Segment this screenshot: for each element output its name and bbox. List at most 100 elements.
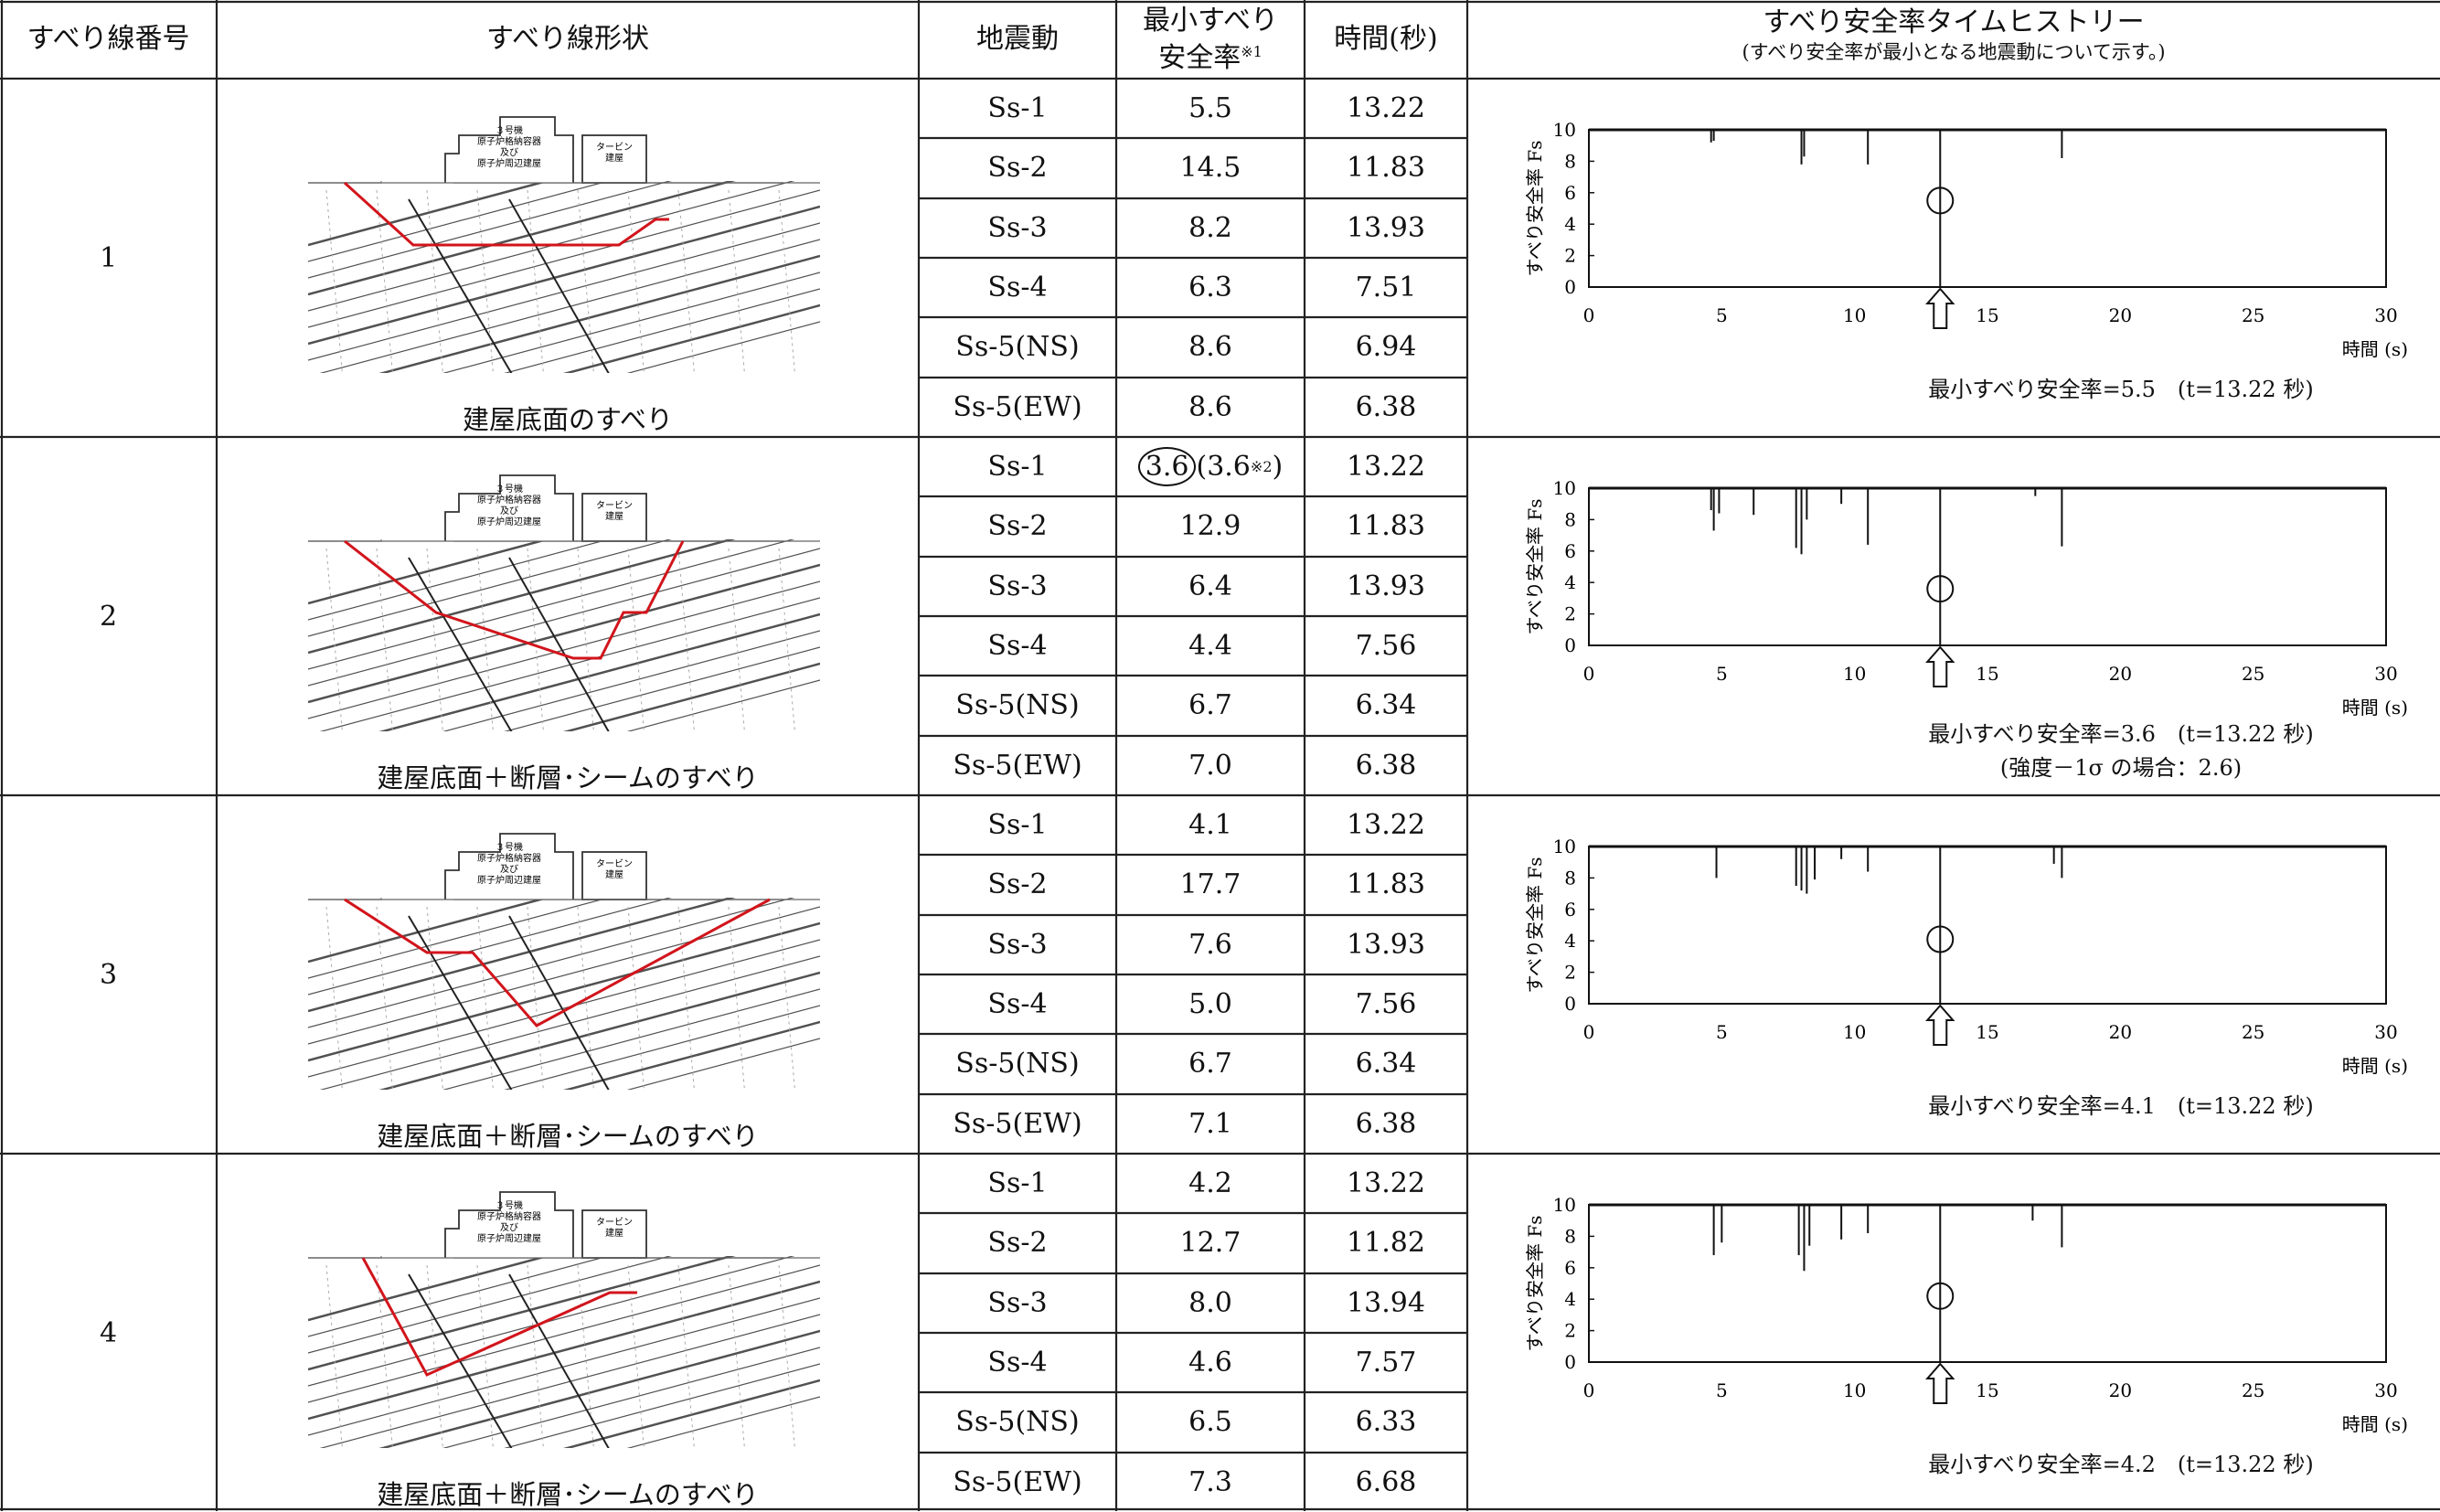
x-tick-label: 0	[1583, 663, 1595, 685]
min-safety-factor: 8.6	[1188, 331, 1232, 363]
ground-motion-name: Ss-1	[987, 92, 1048, 124]
min-safety-factor: 7.6	[1188, 929, 1232, 961]
ground-motion-name: Ss-3	[987, 1287, 1048, 1319]
ground-motion-name: Ss-2	[987, 510, 1048, 542]
minimum-marker	[1926, 1282, 1955, 1310]
y-tick-label: 4	[1564, 930, 1576, 952]
time-seconds: 13.93	[1347, 929, 1425, 961]
y-tick-label: 2	[1564, 603, 1576, 625]
x-tick-label: 5	[1716, 1379, 1728, 1401]
ground-motion-name: Ss-5(NS)	[955, 1048, 1080, 1080]
y-tick-label: 0	[1564, 993, 1576, 1015]
x-tick-label: 30	[2374, 1379, 2397, 1401]
y-tick-label: 6	[1564, 899, 1576, 921]
x-tick-label: 25	[2242, 1021, 2264, 1043]
slip-shape-caption: 建屋底面のすべり	[463, 404, 673, 435]
x-tick-label: 0	[1583, 1379, 1595, 1401]
x-tick-label: 5	[1716, 304, 1728, 326]
y-axis-label: すべり安全率 Fs	[1524, 857, 1546, 993]
time-seconds: 7.56	[1355, 630, 1417, 662]
time-seconds: 6.33	[1355, 1406, 1417, 1438]
header-min-sf-text: 安全率	[1158, 42, 1241, 74]
y-tick-label: 2	[1564, 245, 1576, 267]
x-axis-label: 時間 (s)	[2342, 338, 2408, 360]
header-time: 時間(秒)	[1334, 23, 1438, 55]
minimum-arrow	[1925, 1004, 1955, 1046]
min-safety-factor-result: 最小すべり安全率=4.1 (t=13.22 秒)	[1928, 1093, 2314, 1119]
x-tick-label: 30	[2374, 663, 2397, 685]
x-tick-label: 5	[1716, 663, 1728, 685]
ground-motion-name: Ss-2	[987, 1227, 1048, 1259]
y-tick-label: 10	[1553, 119, 1576, 141]
line-number: 1	[99, 241, 118, 274]
x-tick-label: 0	[1583, 1021, 1595, 1043]
reactor-building-label: ３号機	[495, 124, 523, 136]
reactor-building-label: 原子炉周辺建屋	[477, 1232, 541, 1244]
turbine-building-label: 建屋	[605, 1227, 623, 1239]
y-tick-label: 6	[1564, 540, 1576, 562]
min-safety-factor: 14.5	[1179, 152, 1241, 184]
y-tick-label: 6	[1564, 1257, 1576, 1279]
ground-motion-name: Ss-5(EW)	[953, 1108, 1082, 1140]
turbine-building-label: 建屋	[605, 510, 623, 522]
min-safety-factor: 6.7	[1188, 689, 1232, 721]
slip-shape-caption: 建屋底面＋断層･シームのすべり	[377, 1121, 759, 1152]
time-seconds: 6.38	[1355, 750, 1417, 782]
turbine-building-label: タービン	[596, 142, 633, 153]
turbine-building-label: タービン	[596, 1217, 633, 1228]
ground-motion-name: Ss-4	[987, 630, 1048, 662]
line-number: 4	[99, 1316, 118, 1349]
min-safety-factor-result: 最小すべり安全率=5.5 (t=13.22 秒)	[1928, 377, 2314, 402]
minimum-marker	[1926, 186, 1955, 215]
slip-shape-caption: 建屋底面＋断層･シームのすべり	[377, 1479, 759, 1510]
line-number: 3	[99, 958, 118, 991]
x-tick-label: 10	[1843, 1379, 1866, 1401]
time-seconds: 13.22	[1347, 809, 1425, 841]
x-tick-label: 30	[2374, 1021, 2397, 1043]
min-safety-factor-note: ※2	[1250, 458, 1273, 475]
min-safety-factor: 7.3	[1188, 1466, 1232, 1498]
min-safety-factor: 12.7	[1179, 1227, 1241, 1259]
ground-motion-name: Ss-4	[987, 272, 1048, 303]
ground-motion-name: Ss-1	[987, 1167, 1048, 1199]
min-safety-factor: 4.2	[1188, 1167, 1232, 1199]
ground-motion-name: Ss-3	[987, 212, 1048, 244]
min-safety-factor: 6.4	[1188, 570, 1232, 602]
header-min-safety-factor: 最小すべり 安全率※1	[1116, 5, 1305, 75]
reactor-building-label: ３号機	[495, 1199, 523, 1211]
min-safety-factor: 4.4	[1188, 630, 1232, 662]
x-tick-label: 15	[1976, 663, 1998, 685]
x-tick-label: 0	[1583, 304, 1595, 326]
min-safety-factor: 6.5	[1188, 1406, 1232, 1438]
min-safety-factor-alt: (3.6	[1196, 451, 1251, 483]
min-safety-factor: 6.3	[1188, 272, 1232, 303]
time-seconds: 13.22	[1347, 92, 1425, 124]
x-axis-label: 時間 (s)	[2342, 1055, 2408, 1077]
x-tick-label: 15	[1976, 1379, 1998, 1401]
min-safety-factor-close: )	[1272, 451, 1284, 483]
reactor-building-label: 原子炉周辺建屋	[477, 516, 541, 527]
minimum-arrow	[1925, 287, 1955, 329]
min-safety-factor: 6.7	[1188, 1048, 1232, 1080]
time-seconds: 11.83	[1347, 510, 1425, 542]
time-seconds: 13.22	[1347, 451, 1425, 483]
reactor-building-label: 及び	[500, 1222, 518, 1233]
slip-line-path	[344, 539, 685, 660]
y-tick-label: 8	[1564, 150, 1576, 172]
min-safety-factor: 8.0	[1188, 1287, 1232, 1319]
time-seconds: 6.34	[1355, 689, 1417, 721]
y-tick-label: 4	[1564, 1288, 1576, 1310]
ground-motion-name: Ss-5(NS)	[955, 689, 1080, 721]
reactor-building-label: 原子炉格納容器	[477, 135, 541, 147]
time-seconds: 7.57	[1355, 1347, 1417, 1379]
time-seconds: 6.38	[1355, 1108, 1417, 1140]
reactor-building-label: 原子炉周辺建屋	[477, 874, 541, 886]
plot-frame	[1588, 487, 2387, 646]
y-axis-label: すべり安全率 Fs	[1524, 498, 1546, 634]
time-seconds: 11.83	[1347, 152, 1425, 184]
x-tick-label: 15	[1976, 1021, 1998, 1043]
y-axis-label: すべり安全率 Fs	[1524, 140, 1546, 276]
header-line-number: すべり線番号	[27, 23, 190, 55]
